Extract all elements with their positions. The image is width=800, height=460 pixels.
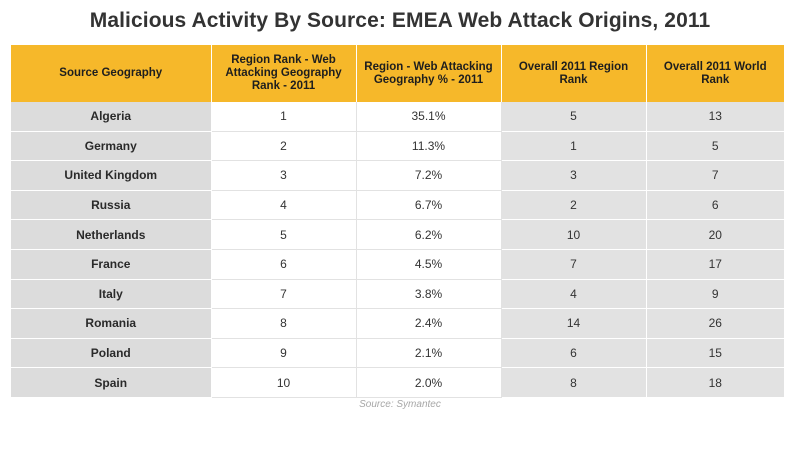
region-rank-cell: 8: [211, 308, 357, 339]
source-geography-cell: Germany: [11, 131, 212, 162]
region-percent-cell: 35.1%: [356, 102, 502, 132]
table-row: Algeria 1 35.1% 5 13: [11, 102, 784, 132]
overall-region-rank-cell: 7: [501, 249, 647, 280]
overall-world-rank-cell: 9: [646, 279, 784, 310]
source-geography-cell: Italy: [11, 279, 212, 310]
table-row: France 6 4.5% 7 17: [11, 249, 784, 280]
table-row: Romania 8 2.4% 14 26: [11, 308, 784, 339]
overall-region-rank-cell: 6: [501, 338, 647, 369]
overall-world-rank-cell: 5: [646, 131, 784, 162]
region-percent-cell: 6.2%: [356, 219, 502, 250]
source-geography-cell: Algeria: [11, 102, 212, 132]
overall-world-rank-cell: 7: [646, 160, 784, 191]
overall-region-rank-cell: 5: [501, 102, 647, 132]
overall-world-rank-cell: 26: [646, 308, 784, 339]
source-geography-cell: Romania: [11, 308, 212, 339]
table-row: Spain 10 2.0% 8 18: [11, 367, 784, 398]
table-row: Germany 2 11.3% 1 5: [11, 131, 784, 162]
web-attack-origins-table: Source Geography Region Rank - Web Attac…: [11, 45, 784, 398]
source-note: Source: Symantec: [359, 399, 441, 410]
overall-world-rank-cell: 6: [646, 190, 784, 221]
region-percent-cell: 2.4%: [356, 308, 502, 339]
table-row: United Kingdom 3 7.2% 3 7: [11, 160, 784, 191]
region-rank-cell: 5: [211, 219, 357, 250]
overall-world-rank-cell: 20: [646, 219, 784, 250]
region-percent-cell: 4.5%: [356, 249, 502, 280]
table-row: Poland 9 2.1% 6 15: [11, 338, 784, 369]
region-rank-cell: 10: [211, 367, 357, 398]
overall-region-rank-cell: 2: [501, 190, 647, 221]
region-rank-cell: 4: [211, 190, 357, 221]
overall-world-rank-cell: 17: [646, 249, 784, 280]
region-percent-cell: 11.3%: [356, 131, 502, 162]
header-region-rank: Region Rank - Web Attacking Geography Ra…: [211, 45, 357, 102]
region-rank-cell: 9: [211, 338, 357, 369]
table-title: Malicious Activity By Source: EMEA Web A…: [89, 9, 711, 32]
source-geography-cell: Spain: [11, 367, 212, 398]
overall-region-rank-cell: 1: [501, 131, 647, 162]
overall-region-rank-cell: 8: [501, 367, 647, 398]
region-percent-cell: 2.1%: [356, 338, 502, 369]
header-source-geography: Source Geography: [11, 45, 212, 102]
header-overall-world-rank: Overall 2011 World Rank: [646, 45, 784, 102]
region-percent-cell: 2.0%: [356, 367, 502, 398]
overall-world-rank-cell: 18: [646, 367, 784, 398]
region-rank-cell: 3: [211, 160, 357, 191]
source-geography-cell: United Kingdom: [11, 160, 212, 191]
source-geography-cell: France: [11, 249, 212, 280]
region-rank-cell: 7: [211, 279, 357, 310]
overall-world-rank-cell: 15: [646, 338, 784, 369]
table-row: Russia 4 6.7% 2 6: [11, 190, 784, 221]
region-percent-cell: 3.8%: [356, 279, 502, 310]
table-row: Italy 7 3.8% 4 9: [11, 279, 784, 310]
overall-world-rank-cell: 13: [646, 102, 784, 132]
header-region-percent: Region - Web Attacking Geography % - 201…: [356, 45, 502, 102]
region-rank-cell: 6: [211, 249, 357, 280]
region-percent-cell: 7.2%: [356, 160, 502, 191]
source-geography-cell: Netherlands: [11, 219, 212, 250]
figure-label-fragment: [0, 0, 800, 3]
region-percent-cell: 6.7%: [356, 190, 502, 221]
header-overall-region-rank: Overall 2011 Region Rank: [501, 45, 647, 102]
header-row: Source Geography Region Rank - Web Attac…: [11, 45, 784, 102]
overall-region-rank-cell: 4: [501, 279, 647, 310]
overall-region-rank-cell: 14: [501, 308, 647, 339]
region-rank-cell: 1: [211, 102, 357, 132]
overall-region-rank-cell: 10: [501, 219, 647, 250]
table-row: Netherlands 5 6.2% 10 20: [11, 219, 784, 250]
overall-region-rank-cell: 3: [501, 160, 647, 191]
region-rank-cell: 2: [211, 131, 357, 162]
table-body: Algeria 1 35.1% 5 13 Germany 2 11.3% 1 5 United Ki…: [11, 102, 784, 398]
source-geography-cell: Russia: [11, 190, 212, 221]
source-geography-cell: Poland: [11, 338, 212, 369]
